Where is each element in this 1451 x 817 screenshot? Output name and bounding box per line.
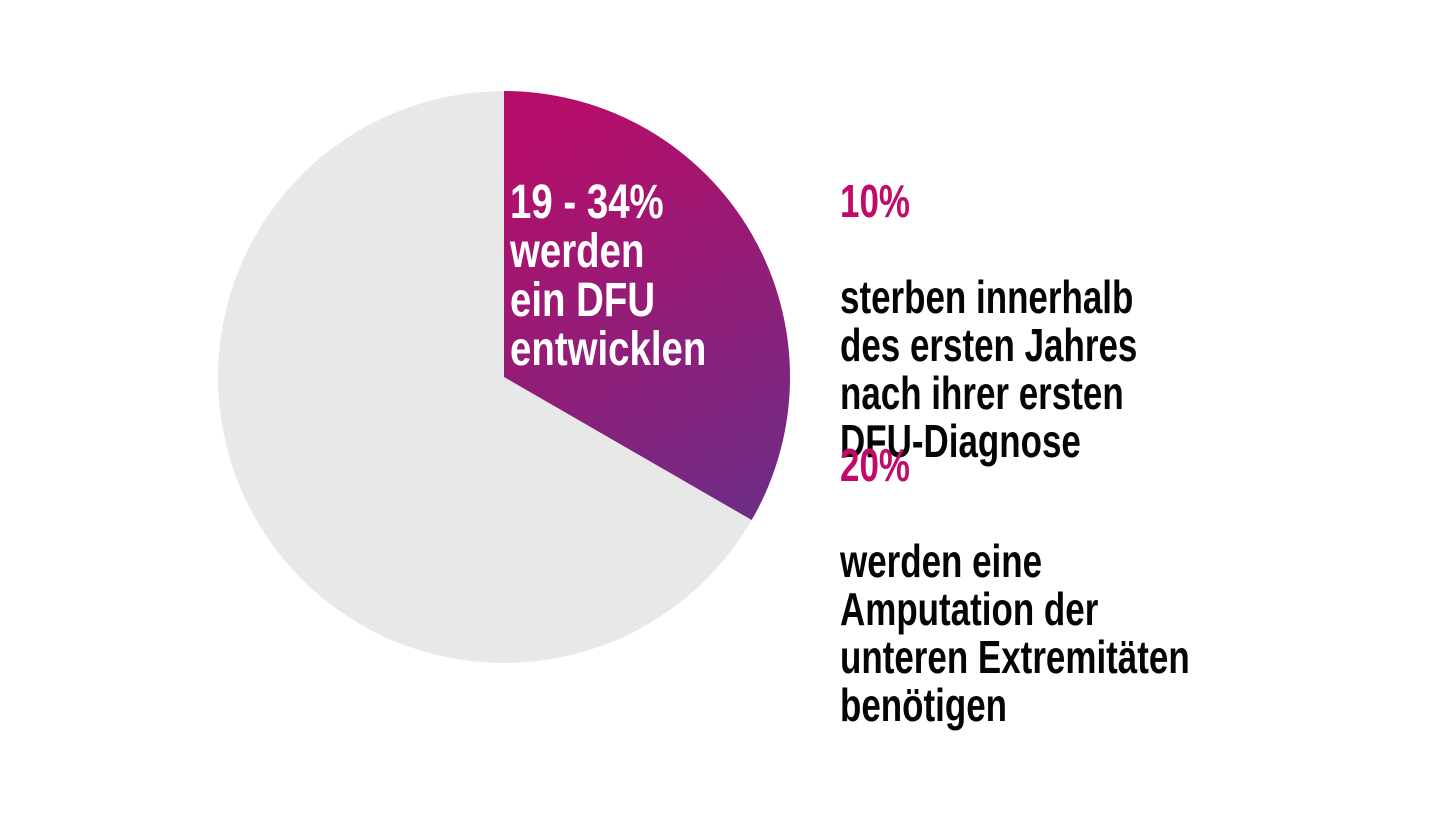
- pie-slice-dfu: [504, 91, 791, 520]
- stat-description-amputation: werden eine Amputation der unteren Extre…: [840, 535, 1190, 731]
- stat-description-mortality: sterben innerhalb des ersten Jahres nach…: [840, 271, 1138, 467]
- stat-block-mortality: 10% sterben innerhalb des ersten Jahres …: [840, 129, 1266, 513]
- stat-block-amputation: 20% werden eine Amputation der unteren E…: [840, 393, 1266, 777]
- pie-slice-label: 19 - 34% werden ein DFU entwicklen: [510, 176, 707, 376]
- stat-value-amputation: 20%: [840, 439, 910, 491]
- stat-value-mortality: 10%: [840, 175, 910, 227]
